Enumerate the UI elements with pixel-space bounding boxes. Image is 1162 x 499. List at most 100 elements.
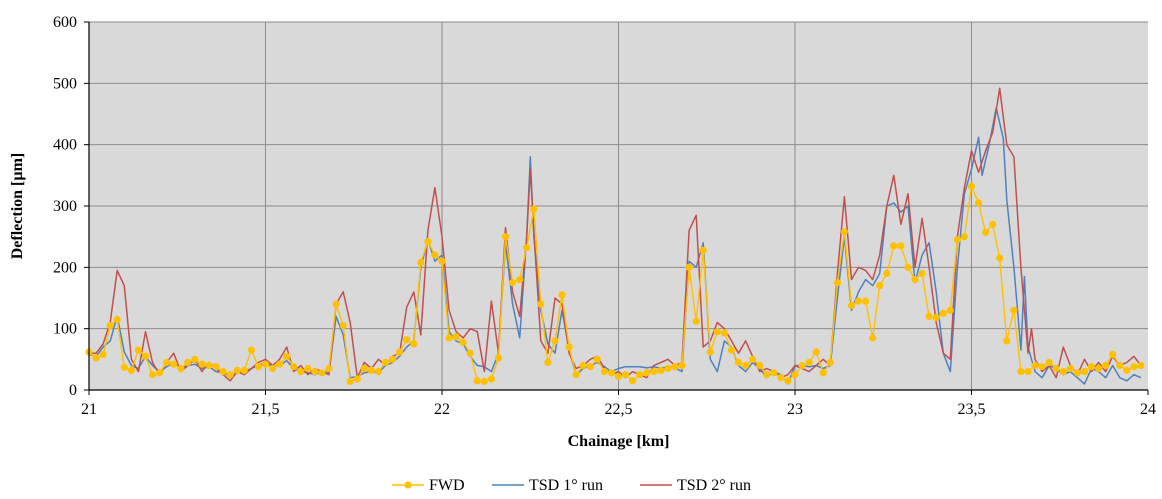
data-point [706,348,714,356]
data-point [607,369,616,377]
data-point [240,366,248,374]
data-point [353,375,361,383]
data-point [530,205,538,213]
data-point [925,312,933,320]
y-axis-title: Deflection [µm] [9,153,26,260]
data-point [918,269,926,278]
data-point [756,361,764,370]
data-point [1052,364,1060,373]
data-point [826,358,834,366]
data-point [92,354,100,362]
data-point [1116,361,1124,370]
data-point [163,358,171,366]
data-point [99,350,107,358]
data-point [1066,364,1074,373]
data-point [403,336,411,344]
data-point [396,348,404,356]
data-point [791,371,799,379]
y-tick-label: 600 [53,14,77,31]
data-point [233,366,241,374]
data-point [551,337,559,345]
data-point [939,309,947,317]
data-point [219,368,227,376]
data-point [134,346,142,354]
data-point [494,354,503,362]
legend-item: FWD [392,477,465,494]
data-point [749,355,757,363]
data-point [742,361,750,370]
data-point [523,244,531,252]
legend: FWD TSD 1° run TSD 2° run [392,477,751,494]
data-point [798,361,806,370]
series-fwd [85,182,1145,385]
data-point [650,368,658,376]
data-point [106,322,114,330]
data-point [883,269,891,278]
data-point [374,368,383,376]
data-point [198,360,206,368]
data-point [410,340,418,348]
gridlines [89,21,1148,390]
data-point [819,369,827,377]
data-point [276,360,284,368]
data-point [170,360,178,368]
data-point [777,374,785,382]
data-point [593,355,601,363]
data-point [897,242,905,250]
data-point [113,315,121,324]
data-point [1017,368,1025,376]
data-point [734,358,743,366]
data-point [890,242,898,250]
data-point [247,346,255,354]
x-tick-label: 24 [1140,401,1156,418]
data-point [975,199,983,207]
data-point [283,352,291,360]
data-point [466,349,474,357]
data-point [346,377,354,385]
data-point [862,297,870,305]
x-tick-label: 23 [787,401,803,418]
data-point [226,371,234,379]
data-point [1123,366,1131,374]
data-point [805,358,813,366]
y-tick-label: 400 [53,137,77,154]
data-point [1137,361,1145,370]
data-point [332,300,340,308]
data-point [1109,350,1117,358]
data-point [1010,306,1018,314]
data-point [381,358,390,366]
data-point [869,334,877,342]
data-point [367,366,375,374]
data-point [339,322,347,330]
data-point [360,364,368,373]
data-point [932,314,940,322]
data-point [452,333,460,341]
data-point [967,182,976,190]
data-point [692,317,700,325]
data-point [544,358,552,366]
data-point [501,233,510,241]
y-tick-label: 200 [53,259,77,276]
data-point [572,371,580,379]
data-point [720,329,729,337]
data-point [664,364,672,373]
legend-item: TSD 2° run [640,477,751,494]
data-point [261,360,270,368]
data-point [537,300,545,308]
data-point [269,364,277,373]
data-point [833,279,842,287]
data-point [325,364,333,373]
data-point [982,228,990,236]
data-point [1024,368,1032,376]
axes: 0 100 200 300 400 500 600 21 21,5 22 22,5 23 23,5 24 [53,14,1156,418]
data-point [304,364,312,373]
data-point [1038,363,1046,371]
data-point [1045,358,1053,366]
data-point [438,257,446,265]
data-point [699,246,707,254]
data-point [445,334,453,342]
data-point [473,377,481,385]
x-tick-label: 21 [81,401,97,418]
data-point [417,258,425,266]
data-point [685,263,693,271]
